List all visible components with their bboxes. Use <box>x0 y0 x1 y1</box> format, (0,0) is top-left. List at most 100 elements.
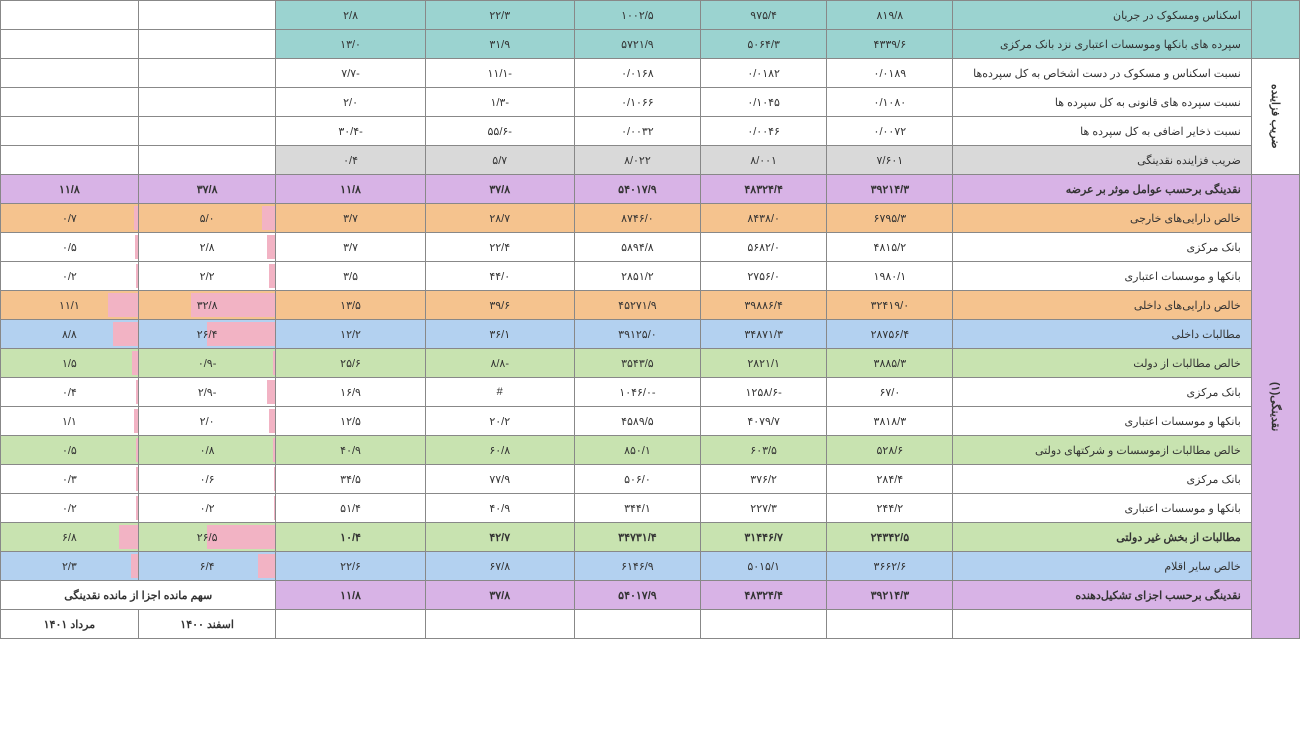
val-cell <box>138 59 276 88</box>
table-row: بانک مرکزی۴۸۱۵/۲۵۶۸۲/۰۵۸۹۴/۸۲۲/۴۳/۷۲/۸۰/… <box>1 233 1300 262</box>
row-label: خالص مطالبات از دولت <box>953 349 1251 378</box>
num-cell: ۸۱۹/۸ <box>827 1 953 30</box>
num-cell: -۱۰۴۶/۰ <box>574 378 700 407</box>
bar-value: ۰/۲ <box>200 503 215 515</box>
num-cell: ۷/۶۰۱ <box>827 146 953 175</box>
bar-cell: ۵/۰ <box>138 204 276 233</box>
num-cell: ۵۸۹۴/۸ <box>574 233 700 262</box>
num-cell: ۵۶۸۲/۰ <box>701 233 827 262</box>
table-row: ضریب فزایندهنسبت اسکناس و مسکوک در دست ا… <box>1 59 1300 88</box>
num-cell: ۲۸۵۱/۲ <box>574 262 700 291</box>
num-cell: ۳۹۲۱۴/۳ <box>827 581 953 610</box>
bar-cell: ۶/۸ <box>1 523 139 552</box>
val-cell <box>138 117 276 146</box>
bar-fill <box>134 409 138 433</box>
blank <box>953 610 1251 639</box>
row-label: بانک مرکزی <box>953 465 1251 494</box>
val-cell <box>1 1 139 30</box>
bar-fill <box>131 554 138 578</box>
num-cell: ۳۴۷۳۱/۴ <box>574 523 700 552</box>
bar-fill <box>262 206 276 230</box>
pct-cell: ۳۱/۹ <box>425 30 574 59</box>
num-cell: ۸۵۰/۱ <box>574 436 700 465</box>
subheader-label: سهم مانده اجزا از مانده نقدینگی <box>1 581 276 610</box>
bar-fill <box>258 554 276 578</box>
pct-cell: ۴۲/۷ <box>425 523 574 552</box>
side-header <box>1251 1 1299 59</box>
num-cell: ۳۹۲۱۴/۳ <box>827 175 953 204</box>
table-body: اسکناس ومسکوک در جریان۸۱۹/۸۹۷۵/۴۱۰۰۲/۵۲۲… <box>1 1 1300 639</box>
num-cell: ۵۷۲۱/۹ <box>574 30 700 59</box>
data-table: اسکناس ومسکوک در جریان۸۱۹/۸۹۷۵/۴۱۰۰۲/۵۲۲… <box>0 0 1300 639</box>
row-label: بانکها و موسسات اعتباری <box>953 262 1251 291</box>
pct-cell: ۲۰/۲ <box>425 407 574 436</box>
val-cell <box>1 59 139 88</box>
table-row: خالص مطالبات ازموسسات و شرکتهای دولتی۵۲۸… <box>1 436 1300 465</box>
val-cell: ۳۷/۸ <box>138 175 276 204</box>
num-cell: -۱۲۵۸/۶ <box>701 378 827 407</box>
row-label: خالص دارایی‌های خارجی <box>953 204 1251 233</box>
num-cell: ۶۷/۰ <box>827 378 953 407</box>
num-cell: ۰/۱۰۸۰ <box>827 88 953 117</box>
table-row: نقدینگی(۱)نقدینگی برحسب عوامل موثر بر عر… <box>1 175 1300 204</box>
row-label: نقدینگی برحسب عوامل موثر بر عرضه <box>953 175 1251 204</box>
table-row: خالص دارایی‌های داخلی۳۲۴۱۹/۰۳۹۸۸۶/۴۴۵۲۷۱… <box>1 291 1300 320</box>
num-cell: ۹۷۵/۴ <box>701 1 827 30</box>
num-cell: ۳۴۸۷۱/۳ <box>701 320 827 349</box>
bar-cell: ۰/۸ <box>138 436 276 465</box>
val-cell <box>138 88 276 117</box>
pct-cell: ۱۳/۰ <box>276 30 425 59</box>
bar-value: ۶/۴ <box>200 561 215 573</box>
pct-cell: ۷۷/۹ <box>425 465 574 494</box>
num-cell: ۲۸۷۵۶/۴ <box>827 320 953 349</box>
pct-cell: ۳۶/۱ <box>425 320 574 349</box>
row-label: مطالبات از بخش غیر دولتی <box>953 523 1251 552</box>
bar-value: -۲/۹ <box>198 387 217 399</box>
pct-cell: ۴۰/۹ <box>276 436 425 465</box>
pct-cell: -۱/۳ <box>425 88 574 117</box>
table-row: بانکها و موسسات اعتباری۲۴۴/۲۲۲۷/۳۳۴۴/۱۴۰… <box>1 494 1300 523</box>
table-row: سپرده های بانکها وموسسات اعتباری نزد بان… <box>1 30 1300 59</box>
financial-table: اسکناس ومسکوک در جریان۸۱۹/۸۹۷۵/۴۱۰۰۲/۵۲۲… <box>0 0 1300 639</box>
num-cell: ۰/۰۰۷۲ <box>827 117 953 146</box>
row-label: خالص سایر اقلام <box>953 552 1251 581</box>
pct-cell: ۲/۰ <box>276 88 425 117</box>
bar-fill <box>269 264 276 288</box>
bar-cell: ۱۱/۱ <box>1 291 139 320</box>
bar-value: ۲۶/۵ <box>197 532 218 544</box>
bar-cell: ۰/۵ <box>1 233 139 262</box>
num-cell: ۸/۰۰۱ <box>701 146 827 175</box>
num-cell: ۰/۱۰۶۶ <box>574 88 700 117</box>
bar-value: ۱۱/۱ <box>59 300 80 312</box>
pct-cell: ۳۴/۵ <box>276 465 425 494</box>
bar-fill <box>136 467 137 491</box>
num-cell: ۶۱۴۶/۹ <box>574 552 700 581</box>
table-row: مطالبات از بخش غیر دولتی۲۴۳۴۲/۵۳۱۴۴۶/۷۳۴… <box>1 523 1300 552</box>
bar-cell: ۰/۷ <box>1 204 139 233</box>
bar-fill <box>273 438 276 462</box>
table-row: خالص دارایی‌های خارجی۶۷۹۵/۳۸۴۳۸/۰۸۷۴۶/۰۲… <box>1 204 1300 233</box>
row-label: نقدینگی برحسب اجزای تشکیل‌دهنده <box>953 581 1251 610</box>
bar-fill <box>274 467 275 491</box>
pct-cell: ۱۱/۸ <box>276 581 425 610</box>
table-row: خالص سایر اقلام۳۶۶۲/۶۵۰۱۵/۱۶۱۴۶/۹۶۷/۸۲۲/… <box>1 552 1300 581</box>
val-cell: ۱۱/۸ <box>1 175 139 204</box>
bar-value: ۰/۶ <box>200 474 215 486</box>
num-cell: ۳۸۸۵/۳ <box>827 349 953 378</box>
bar-value: ۰/۴ <box>62 387 77 399</box>
val-cell <box>1 30 139 59</box>
table-row: بانکها و موسسات اعتباری۱۹۸۰/۱۲۷۵۶/۰۲۸۵۱/… <box>1 262 1300 291</box>
bar-value: ۶/۸ <box>62 532 77 544</box>
val-cell <box>1 117 139 146</box>
num-cell: ۶۰۳/۵ <box>701 436 827 465</box>
bar-fill <box>273 351 276 375</box>
bar-value: ۲۶/۴ <box>197 329 218 341</box>
num-cell: ۴۸۱۵/۲ <box>827 233 953 262</box>
bar-cell: ۰/۲ <box>1 494 139 523</box>
pct-cell: ۳۷/۸ <box>425 175 574 204</box>
bar-value: ۰/۲ <box>62 503 77 515</box>
num-cell: ۶۷۹۵/۳ <box>827 204 953 233</box>
pct-cell: -۸/۸ <box>425 349 574 378</box>
bar-value: ۲/۲ <box>200 271 215 283</box>
pct-cell: ۳۷/۸ <box>425 581 574 610</box>
